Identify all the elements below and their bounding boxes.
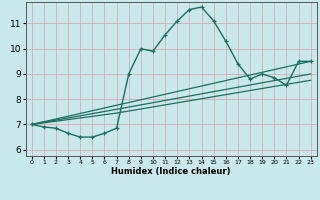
X-axis label: Humidex (Indice chaleur): Humidex (Indice chaleur) xyxy=(111,167,231,176)
